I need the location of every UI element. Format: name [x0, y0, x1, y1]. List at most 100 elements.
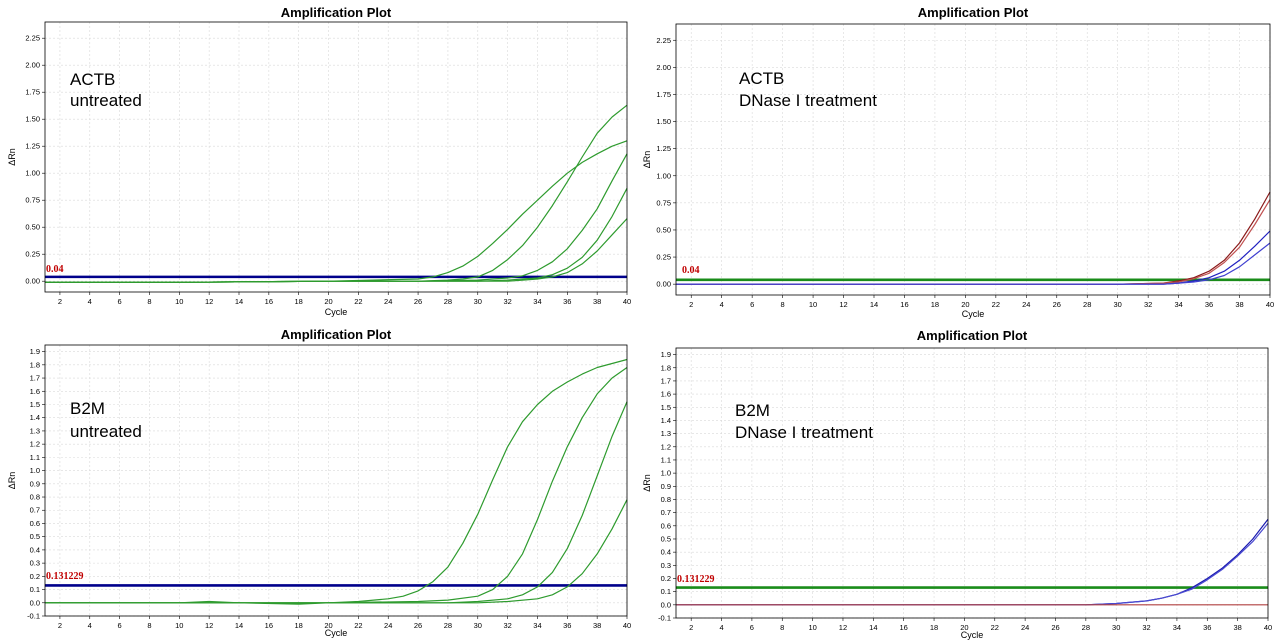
x-tick-label: 40	[1264, 623, 1272, 632]
x-tick-label: 22	[992, 300, 1000, 309]
y-tick-label: 0.25	[656, 253, 671, 262]
plot-frame	[675, 347, 1269, 619]
plot-area	[45, 22, 627, 292]
y-tick-label: 1.75	[656, 90, 671, 99]
y-tick-label: 0.00	[25, 277, 40, 286]
chart-actb-dnase: 2 4 6 8 10 12 14 16 18 20 22 24 26 28 30 32 34 36 38 40 0.00…	[640, 0, 1280, 322]
y-axis-label: ΔRn	[7, 472, 17, 490]
plot-area	[676, 24, 1270, 295]
y-tick-label: -0.1	[658, 614, 671, 623]
y-tick-label: 0.5	[30, 532, 40, 541]
y-tick-label: 0.8	[661, 495, 671, 504]
y-tick-label: 0.75	[656, 198, 671, 207]
x-tick-label: 12	[839, 300, 847, 309]
series-line-2	[45, 367, 628, 604]
x-tick-label: 8	[781, 300, 785, 309]
plot-area	[45, 345, 627, 616]
x-tick-label: 38	[593, 297, 601, 306]
x-tick-label: 36	[1205, 300, 1213, 309]
x-tick-label: 2	[58, 621, 62, 630]
x-tick-label: 24	[1022, 300, 1030, 309]
x-axis-label: Cycle	[325, 307, 348, 317]
x-tick-label: 24	[1021, 623, 1029, 632]
y-tick-label: 1.25	[656, 144, 671, 153]
x-tick-label: 36	[563, 621, 571, 630]
x-axis-label: Cycle	[325, 628, 348, 638]
x-tick-label: 28	[444, 621, 452, 630]
annotation-line-2: DNase I treatment	[735, 423, 873, 442]
y-tick-label: 0.9	[30, 479, 40, 488]
x-tick-label: 6	[750, 300, 754, 309]
y-tick-label: 1.7	[661, 376, 671, 385]
y-tick-label: 1.1	[661, 455, 671, 464]
y-tick-label: 0.2	[661, 574, 671, 583]
x-tick-label: 28	[444, 297, 452, 306]
x-tick-label: 4	[88, 621, 92, 630]
x-tick-label: 40	[623, 297, 631, 306]
y-tick-label: 1.6	[661, 390, 671, 399]
y-tick-label: 1.9	[30, 347, 40, 356]
amplification-plot-svg: 2 4 6 8 10 12 14 16 18 20 22 24 26 28 30 32 34 36 38 40-0.1…	[7, 327, 631, 638]
chart-b2m-untreated: 2 4 6 8 10 12 14 16 18 20 22 24 26 28 30 32 34 36 38 40 -0.1…	[0, 322, 640, 643]
y-tick-label: 0.3	[661, 561, 671, 570]
x-tick-label: 8	[147, 621, 151, 630]
x-tick-label: 2	[689, 300, 693, 309]
x-tick-label: 34	[533, 621, 541, 630]
threshold-label: 0.131229	[677, 574, 715, 585]
x-tick-label: 30	[1114, 300, 1122, 309]
chart-actb-untreated: 2 4 6 8 10 12 14 16 18 20 22 24 26 28 30 32 34 36 38 40 0.00…	[0, 0, 640, 322]
x-tick-label: 6	[750, 623, 754, 632]
series-line-4	[676, 242, 1271, 285]
x-tick-label: 2	[689, 623, 693, 632]
x-tick-label: 26	[1053, 300, 1061, 309]
y-tick-label: 0.50	[25, 223, 40, 232]
x-tick-label: 30	[474, 621, 482, 630]
y-tick-label: 1.5	[661, 403, 671, 412]
y-tick-label: 1.50	[656, 117, 671, 126]
x-tick-label: 20	[324, 297, 332, 306]
y-tick-label: 0.0	[30, 598, 40, 607]
y-tick-label: 2.25	[656, 36, 671, 45]
amplification-plot-svg: 2 4 6 8 10 12 14 16 18 20 22 24 26 28 30 32 34 36 38 40-0.1…	[642, 328, 1272, 640]
x-tick-label: 26	[414, 297, 422, 306]
y-tick-label: 0.75	[25, 196, 40, 205]
plot-frame	[44, 344, 628, 617]
y-tick-label: 1.00	[25, 169, 40, 178]
x-axis-label: Cycle	[962, 309, 985, 319]
annotation-line-1: ACTB	[739, 69, 784, 88]
annotation-line-1: B2M	[735, 401, 770, 420]
y-tick-label: 0.0	[661, 600, 671, 609]
x-tick-label: 22	[991, 623, 999, 632]
plot-frame	[675, 23, 1271, 296]
x-tick-label: 10	[175, 621, 183, 630]
x-tick-label: 20	[324, 621, 332, 630]
x-tick-label: 14	[870, 300, 878, 309]
y-tick-label: 0.6	[30, 519, 40, 528]
chart-title: Amplification Plot	[917, 328, 1028, 343]
x-tick-label: 18	[295, 621, 303, 630]
y-tick-label: 2.00	[656, 63, 671, 72]
y-tick-label: 1.8	[661, 363, 671, 372]
x-tick-label: 8	[780, 623, 784, 632]
x-tick-label: 24	[384, 297, 392, 306]
plot-frame	[44, 21, 628, 293]
annotation-line-2: DNase I treatment	[739, 91, 877, 110]
x-tick-label: 16	[265, 297, 273, 306]
threshold-label: 0.04	[46, 264, 64, 275]
x-tick-label: 26	[1051, 623, 1059, 632]
y-axis-label: ΔRn	[642, 474, 652, 492]
y-tick-label: 1.9	[661, 350, 671, 359]
x-tick-label: 38	[1233, 623, 1241, 632]
x-tick-label: 18	[930, 623, 938, 632]
y-tick-label: 0.8	[30, 493, 40, 502]
x-tick-label: 40	[1266, 300, 1274, 309]
threshold-label: 0.131229	[46, 571, 84, 582]
y-tick-label: 0.7	[661, 508, 671, 517]
x-tick-label: 38	[1235, 300, 1243, 309]
annotation-line-2: untreated	[70, 91, 142, 110]
y-tick-label: -0.1	[27, 612, 40, 621]
y-tick-label: 0.00	[656, 280, 671, 289]
x-tick-label: 34	[1173, 623, 1181, 632]
y-tick-label: 1.2	[661, 442, 671, 451]
y-tick-label: 1.6	[30, 387, 40, 396]
